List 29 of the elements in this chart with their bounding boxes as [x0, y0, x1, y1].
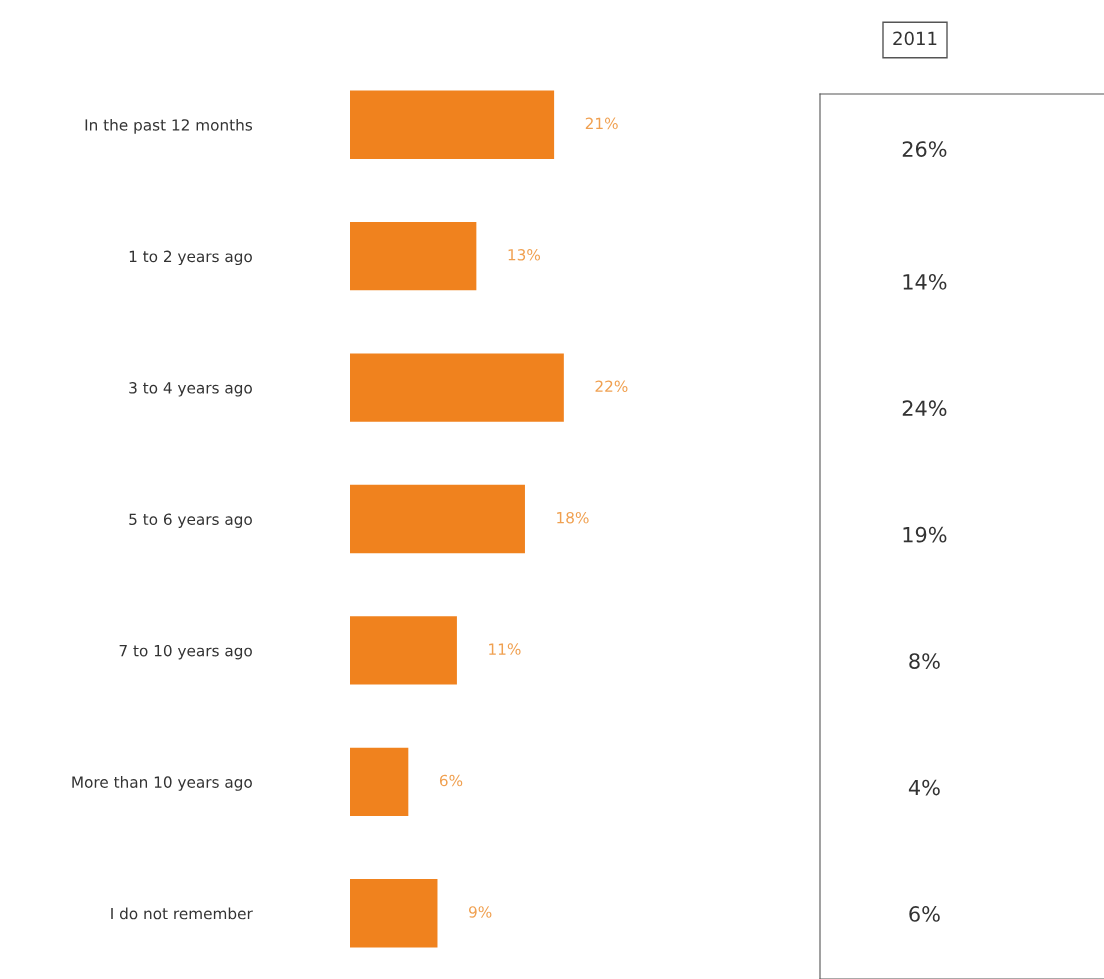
- bar: [350, 221, 477, 291]
- data-label: 8%: [909, 653, 940, 669]
- bar: [350, 353, 564, 422]
- data-label: 6%: [909, 906, 940, 922]
- bar: [350, 879, 438, 948]
- text: 2011: [893, 31, 937, 46]
- data-label: 24%: [902, 400, 947, 417]
- data-label: 9%: [469, 906, 492, 918]
- data-label: 13%: [508, 249, 541, 261]
- data-label: 21%: [585, 117, 618, 130]
- y-tick-label: 3 to 4 years ago: [129, 382, 252, 397]
- data-label: 18%: [557, 511, 589, 524]
- y-tick-label: More than 10 years ago: [72, 776, 252, 791]
- bar: [350, 747, 409, 817]
- y-tick-label: 1 to 2 years ago: [129, 250, 252, 266]
- data-label: 6%: [439, 774, 463, 787]
- y-tick-label: 5 to 6 years ago: [129, 513, 252, 528]
- y-tick-label: In the past 12 months: [85, 118, 253, 134]
- bar: [350, 90, 555, 159]
- data-label: 22%: [595, 380, 628, 392]
- data-label: 26%: [902, 141, 947, 157]
- bar: [350, 484, 525, 554]
- data-label: 19%: [903, 526, 947, 543]
- y-tick-label: 7 to 10 years ago: [119, 644, 252, 660]
- data-label: 11%: [489, 643, 521, 655]
- bar: [350, 616, 457, 685]
- y-tick-label: I do not remember: [111, 907, 253, 920]
- data-label: 4%: [908, 779, 940, 796]
- data-label: 14%: [903, 273, 947, 290]
